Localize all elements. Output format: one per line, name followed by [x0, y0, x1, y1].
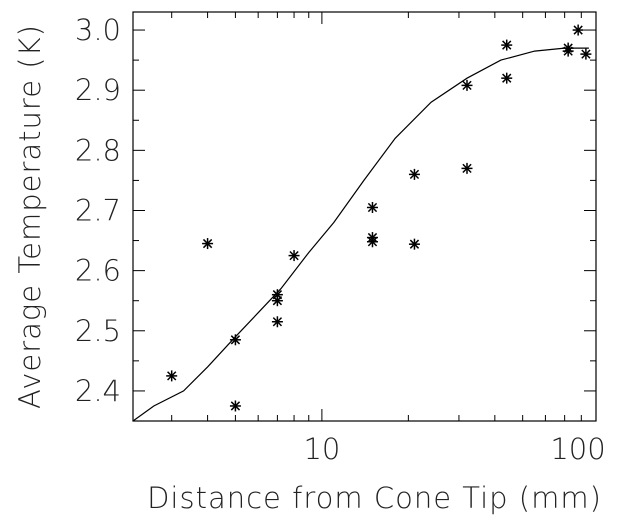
data-point-asterisk — [562, 45, 574, 57]
y-tick-label: 2.5 — [75, 314, 121, 348]
y-tick-label: 2.7 — [75, 193, 121, 227]
data-point-asterisk — [229, 400, 241, 412]
data-point-asterisk — [166, 370, 178, 382]
y-tick-label: 2.8 — [75, 133, 121, 167]
data-point-asterisk — [271, 316, 283, 328]
x-axis-ticks: 10 100 — [171, 12, 606, 466]
data-point-asterisk — [461, 79, 473, 91]
y-tick-label: 2.9 — [75, 73, 121, 107]
data-point-asterisk — [580, 48, 592, 60]
y-tick-label: 2.6 — [75, 254, 121, 288]
data-point-asterisk — [408, 168, 420, 180]
data-point-asterisk — [366, 236, 378, 248]
plot-border — [132, 11, 597, 422]
model-curve — [132, 47, 589, 422]
y-axis-label: Average Temperature (K) — [13, 24, 47, 409]
data-point-asterisk — [572, 24, 584, 36]
data-point-asterisk — [229, 334, 241, 346]
y-axis-ticks: 2.4 2.5 2.6 2.7 2.8 2.9 3.0 — [75, 13, 596, 422]
data-point-asterisk — [501, 39, 513, 51]
y-tick-label: 2.4 — [75, 374, 121, 408]
data-point-asterisk — [501, 72, 513, 84]
data-points-layer — [166, 24, 592, 412]
y-tick-label: 3.0 — [75, 13, 121, 47]
data-point-asterisk — [202, 238, 214, 250]
plot-frame — [132, 11, 597, 422]
data-point-asterisk — [271, 289, 283, 301]
x-tick-label: 10 — [303, 432, 340, 466]
x-tick-label: 100 — [550, 432, 605, 466]
data-point-asterisk — [408, 238, 420, 250]
data-point-asterisk — [461, 162, 473, 174]
model-curve-layer — [132, 47, 589, 422]
data-point-asterisk — [366, 201, 378, 213]
x-axis-label: Distance from Cone Tip (mm) — [147, 481, 602, 515]
data-point-asterisk — [288, 250, 300, 262]
